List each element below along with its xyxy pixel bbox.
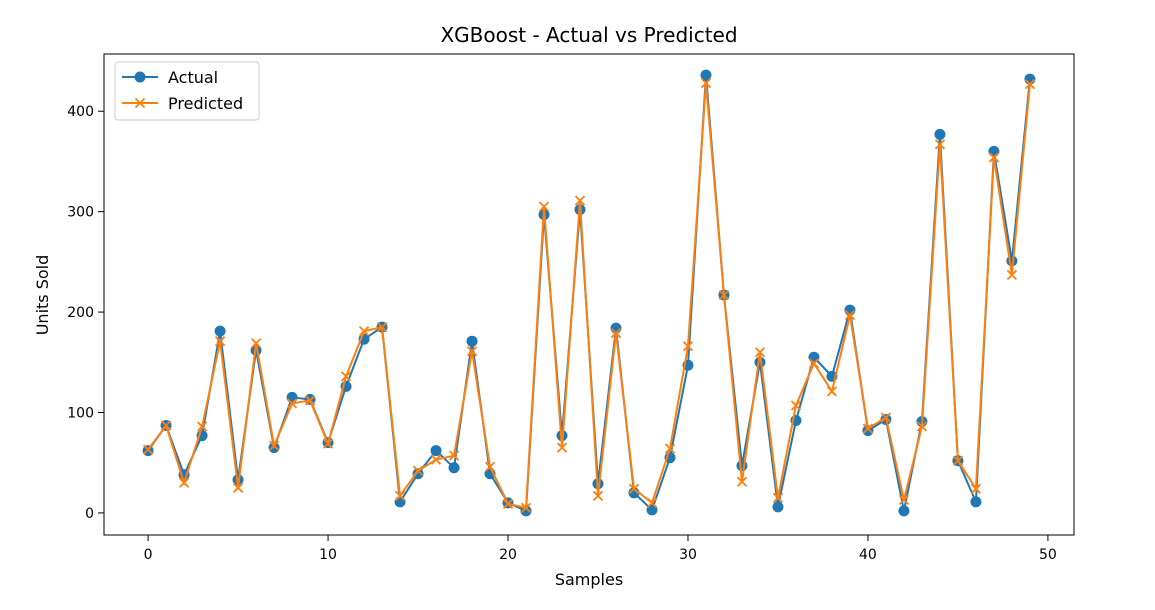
point-actual-18 <box>466 335 478 347</box>
plot-area <box>142 69 1036 517</box>
point-actual-35 <box>772 501 784 513</box>
point-actual-15 <box>412 468 424 480</box>
point-predicted-32 <box>718 289 730 301</box>
point-predicted-33 <box>736 476 748 487</box>
point-predicted-34 <box>754 347 766 358</box>
point-predicted-22 <box>538 201 550 212</box>
axes-frame <box>103 53 1075 536</box>
point-predicted-31 <box>700 77 712 89</box>
x-tick-label: 10 <box>319 547 337 563</box>
point-predicted-20 <box>502 498 514 510</box>
point-actual-42 <box>898 505 910 517</box>
point-predicted-47 <box>988 152 1000 163</box>
chart-title: XGBoost - Actual vs Predicted <box>440 23 737 47</box>
x-axis: 0 10 20 30 40 50 <box>144 535 1057 563</box>
point-predicted-35 <box>772 492 784 503</box>
point-predicted-39 <box>844 309 856 321</box>
point-predicted-16 <box>430 454 442 465</box>
point-predicted-1 <box>160 420 172 431</box>
point-predicted-4 <box>214 336 226 347</box>
x-tick-label: 50 <box>1039 547 1057 563</box>
point-predicted-3 <box>196 421 208 432</box>
point-predicted-7 <box>268 440 280 451</box>
x-tick-label: 20 <box>499 547 517 563</box>
point-predicted-9 <box>304 395 316 406</box>
legend-marker-predicted <box>134 97 146 109</box>
point-actual-4 <box>214 325 226 337</box>
point-actual-44 <box>934 128 946 140</box>
y-axis-label: Units Sold <box>33 255 52 336</box>
point-predicted-27 <box>628 483 640 494</box>
point-predicted-8 <box>286 398 298 409</box>
point-predicted-30 <box>682 341 694 352</box>
point-predicted-29 <box>664 443 676 454</box>
point-predicted-18 <box>466 346 478 357</box>
series-line-actual <box>147 75 1031 513</box>
y-axis: 0 100 200 300 400 <box>67 104 104 522</box>
point-predicted-36 <box>790 400 802 411</box>
point-predicted-41 <box>880 412 892 423</box>
point-predicted-37 <box>808 358 820 369</box>
point-predicted-28 <box>646 497 658 509</box>
point-actual-47 <box>988 145 1000 157</box>
point-predicted-40 <box>862 423 874 434</box>
point-predicted-46 <box>970 483 982 494</box>
point-predicted-26 <box>610 328 622 339</box>
point-predicted-15 <box>412 465 424 476</box>
point-predicted-42 <box>898 494 910 505</box>
point-predicted-17 <box>448 450 460 461</box>
point-predicted-25 <box>592 490 604 501</box>
point-predicted-49 <box>1024 78 1036 90</box>
point-actual-8 <box>286 391 298 403</box>
point-predicted-5 <box>232 482 244 493</box>
legend-label-predicted: Predicted <box>168 94 243 113</box>
legend: Actual Predicted <box>114 61 260 121</box>
y-tick-label: 300 <box>67 205 94 221</box>
point-predicted-14 <box>394 490 406 501</box>
legend-label-actual: Actual <box>168 68 218 87</box>
y-tick-label: 200 <box>67 305 94 321</box>
point-actual-14 <box>394 496 406 508</box>
point-predicted-11 <box>340 371 352 382</box>
y-tick-label: 100 <box>67 405 94 421</box>
point-predicted-45 <box>952 455 964 466</box>
point-predicted-19 <box>484 461 496 472</box>
y-tick-label: 0 <box>85 506 94 522</box>
point-predicted-24 <box>574 195 586 206</box>
point-predicted-44 <box>934 139 946 150</box>
y-tick-label: 400 <box>67 104 94 120</box>
point-actual-46 <box>970 496 982 508</box>
point-predicted-38 <box>826 386 838 397</box>
point-actual-31 <box>700 69 712 81</box>
series-line-predicted <box>147 83 1031 510</box>
point-predicted-48 <box>1006 269 1018 281</box>
point-predicted-23 <box>556 442 568 453</box>
point-predicted-6 <box>250 338 262 349</box>
point-actual-16 <box>430 445 442 457</box>
point-predicted-0 <box>142 444 154 455</box>
point-predicted-12 <box>358 326 370 337</box>
x-tick-label: 0 <box>144 547 153 563</box>
point-actual-17 <box>448 462 460 474</box>
point-predicted-43 <box>916 421 928 432</box>
point-predicted-2 <box>178 477 190 488</box>
point-actual-37 <box>808 351 820 363</box>
point-predicted-10 <box>322 438 334 449</box>
point-predicted-13 <box>376 321 388 333</box>
point-actual-33 <box>736 460 748 472</box>
x-axis-label: Samples <box>555 570 623 589</box>
x-tick-label: 30 <box>679 547 697 563</box>
legend-marker-actual <box>134 71 146 83</box>
x-tick-label: 40 <box>859 547 877 563</box>
point-actual-28 <box>646 504 658 516</box>
point-predicted-21 <box>520 502 532 514</box>
